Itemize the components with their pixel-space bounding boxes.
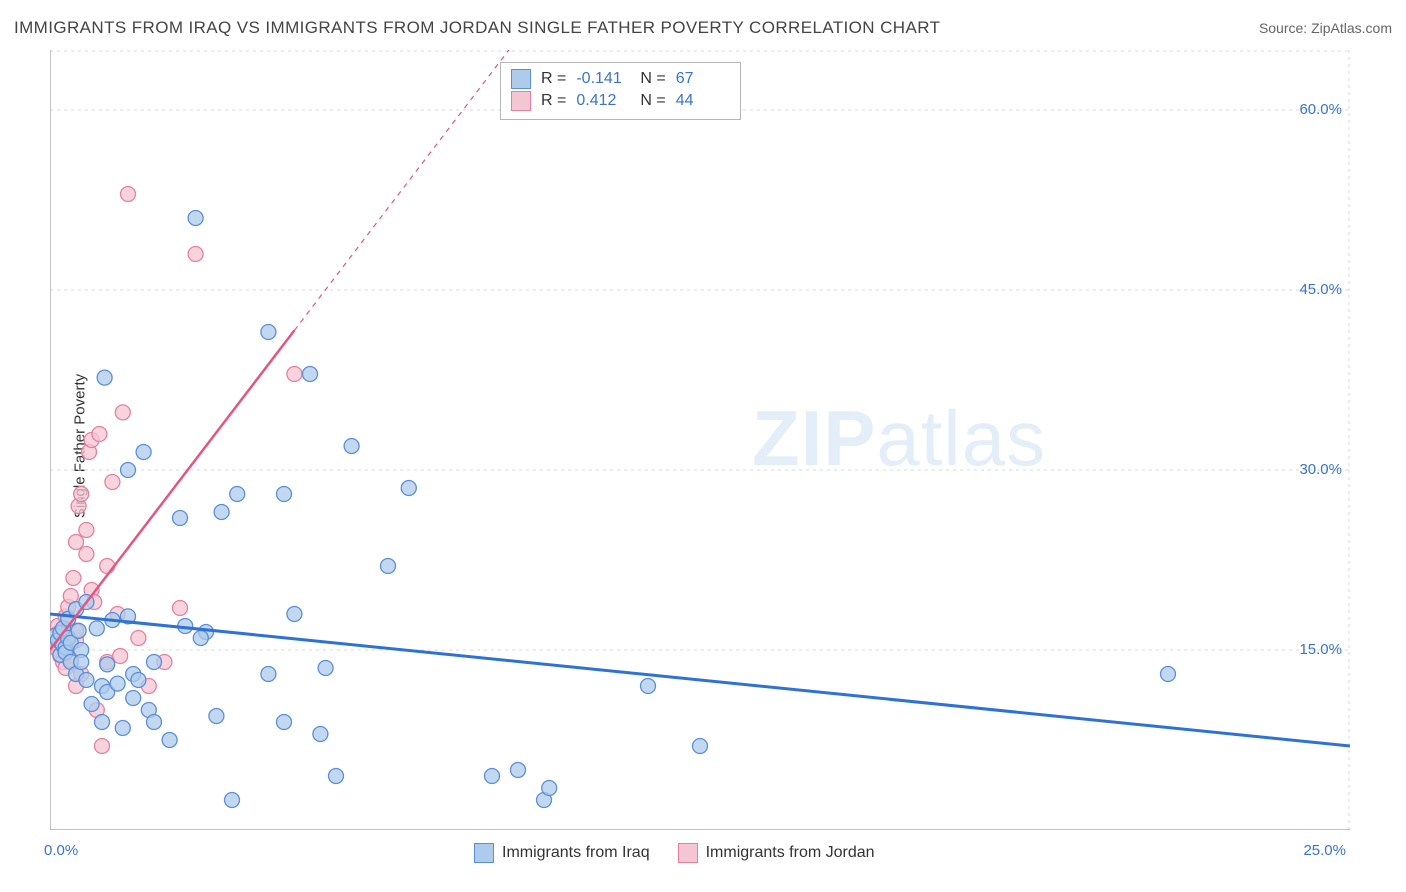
stat-r-label: R = xyxy=(541,70,566,88)
legend-item: Immigrants from Jordan xyxy=(678,843,875,863)
x-tick-label: 25.0% xyxy=(1303,842,1346,859)
y-tick-label: 60.0% xyxy=(1299,101,1342,118)
stats-row: R = 0.412 N = 44 xyxy=(511,91,730,111)
stat-r-value: 0.412 xyxy=(576,92,630,110)
page-title: IMMIGRANTS FROM IRAQ VS IMMIGRANTS FROM … xyxy=(14,18,940,38)
stat-n-value: 44 xyxy=(676,92,730,110)
y-tick-label: 45.0% xyxy=(1299,281,1342,298)
legend-item: Immigrants from Iraq xyxy=(474,843,650,863)
y-tick-label: 15.0% xyxy=(1299,641,1342,658)
legend-swatch xyxy=(511,91,531,111)
stat-n-label: N = xyxy=(640,92,665,110)
legend-label: Immigrants from Jordan xyxy=(706,844,875,862)
source-label: Source: ZipAtlas.com xyxy=(1259,20,1392,36)
stats-row: R = -0.141 N = 67 xyxy=(511,69,730,89)
header: IMMIGRANTS FROM IRAQ VS IMMIGRANTS FROM … xyxy=(14,18,1392,38)
legend-swatch xyxy=(678,843,698,863)
stats-legend-box: R = -0.141 N = 67 R = 0.412 N = 44 xyxy=(500,62,741,120)
scatter-plot xyxy=(50,50,1350,830)
stat-n-value: 67 xyxy=(676,70,730,88)
x-tick-label: 0.0% xyxy=(44,842,78,859)
stat-r-value: -0.141 xyxy=(576,70,630,88)
y-tick-label: 30.0% xyxy=(1299,461,1342,478)
legend-swatch xyxy=(511,69,531,89)
chart-area: ZIPatlas xyxy=(50,50,1350,830)
legend-swatch xyxy=(474,843,494,863)
stat-r-label: R = xyxy=(541,92,566,110)
bottom-legend: Immigrants from Iraq Immigrants from Jord… xyxy=(474,843,875,863)
legend-label: Immigrants from Iraq xyxy=(502,844,650,862)
stat-n-label: N = xyxy=(640,70,665,88)
